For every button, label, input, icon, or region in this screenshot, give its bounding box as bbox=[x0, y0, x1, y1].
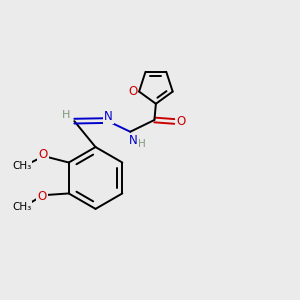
Text: O: O bbox=[176, 115, 185, 128]
Text: H: H bbox=[138, 139, 145, 149]
Text: O: O bbox=[128, 85, 137, 98]
Text: N: N bbox=[104, 110, 112, 123]
Text: N: N bbox=[129, 134, 138, 147]
Text: O: O bbox=[38, 190, 47, 203]
Text: CH₃: CH₃ bbox=[12, 161, 31, 171]
Text: H: H bbox=[62, 110, 70, 120]
Text: O: O bbox=[38, 148, 47, 161]
Text: CH₃: CH₃ bbox=[12, 202, 31, 212]
